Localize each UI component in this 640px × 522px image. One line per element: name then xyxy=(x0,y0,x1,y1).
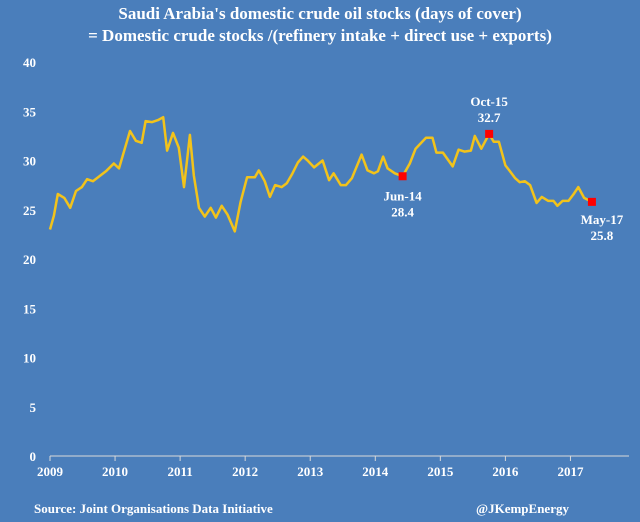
x-tick-label: 2014 xyxy=(362,464,389,479)
chart-title: Saudi Arabia's domestic crude oil stocks… xyxy=(118,4,522,23)
y-tick-label: 5 xyxy=(30,400,37,415)
annotation-value: 28.4 xyxy=(391,204,414,219)
chart-subtitle: = Domestic crude stocks /(refinery intak… xyxy=(88,26,552,45)
y-tick-label: 30 xyxy=(23,154,36,169)
x-tick-label: 2015 xyxy=(427,464,454,479)
highlight-marker xyxy=(398,172,407,181)
x-tick-label: 2009 xyxy=(37,464,64,479)
x-tick-label: 2017 xyxy=(557,464,584,479)
author-handle: @JKempEnergy xyxy=(476,501,569,516)
y-tick-label: 35 xyxy=(23,104,37,119)
annotation-label: Jun-14 xyxy=(383,188,422,203)
annotation-label: Oct-15 xyxy=(470,94,508,109)
annotation-value: 25.8 xyxy=(591,228,614,243)
x-tick-label: 2012 xyxy=(232,464,258,479)
y-tick-label: 25 xyxy=(23,203,37,218)
y-tick-label: 10 xyxy=(23,351,36,366)
series-line xyxy=(48,115,593,233)
x-tick-label: 2010 xyxy=(102,464,128,479)
y-tick-label: 40 xyxy=(23,55,36,70)
annotation-label: May-17 xyxy=(581,212,624,227)
x-tick-label: 2011 xyxy=(167,464,192,479)
y-tick-label: 15 xyxy=(23,301,37,316)
x-tick-label: 2016 xyxy=(492,464,519,479)
annotation-value: 32.7 xyxy=(478,110,501,125)
x-tick-label: 2013 xyxy=(297,464,324,479)
y-tick-label: 20 xyxy=(23,252,36,267)
source-note: Source: Joint Organisations Data Initiat… xyxy=(34,501,273,516)
y-tick-label: 0 xyxy=(30,449,37,464)
highlight-marker xyxy=(587,197,596,206)
highlight-marker xyxy=(485,129,494,138)
